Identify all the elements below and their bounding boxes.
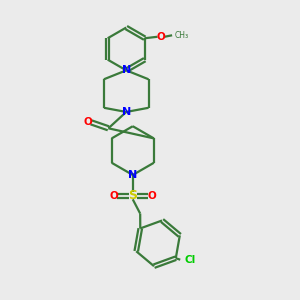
Text: O: O [84, 117, 93, 127]
Text: O: O [110, 191, 118, 201]
Text: Cl: Cl [185, 255, 196, 265]
Text: N: N [122, 107, 131, 117]
Text: O: O [157, 32, 166, 42]
Text: CH₃: CH₃ [175, 31, 189, 40]
Text: S: S [128, 189, 137, 202]
Text: N: N [128, 170, 137, 180]
Text: N: N [122, 65, 131, 75]
Text: O: O [147, 191, 156, 201]
